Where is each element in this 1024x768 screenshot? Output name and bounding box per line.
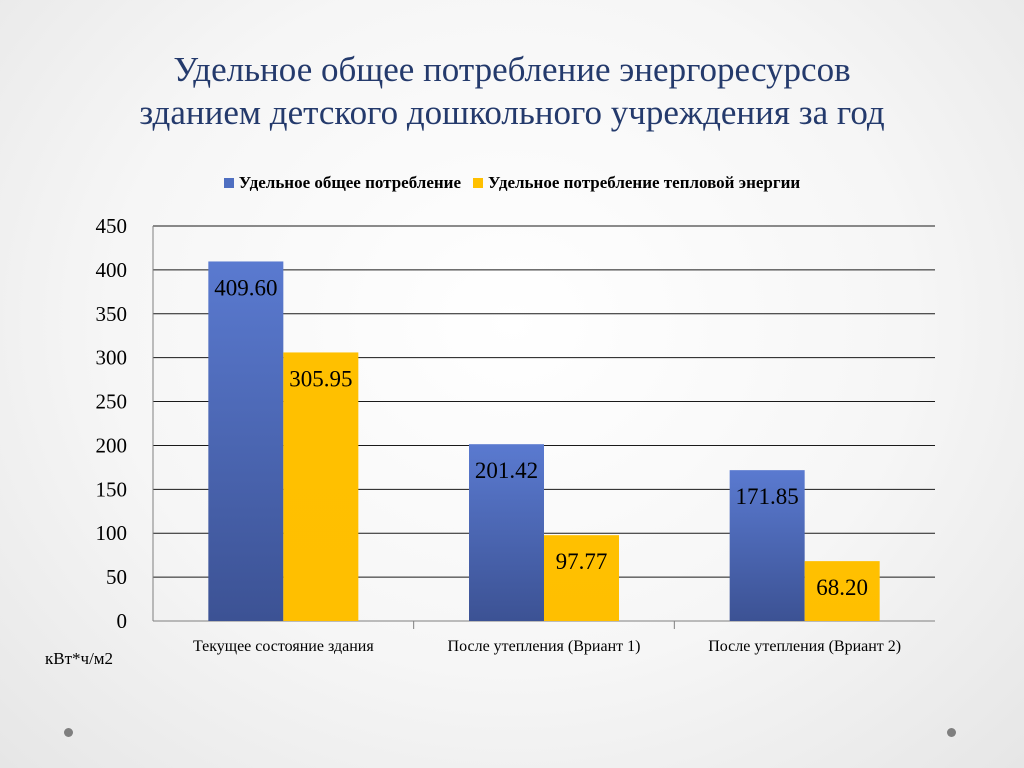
slide-dot-left (64, 728, 73, 737)
x-tick-label: Текущее состояние здания (193, 638, 374, 655)
y-axis-unit-label: кВт*ч/м2 (45, 649, 114, 668)
data-label: 171.85 (736, 484, 799, 509)
y-tick-label: 450 (96, 214, 128, 238)
chart-title-line-1: Удельное общее потребление энергоресурсо… (173, 50, 851, 89)
y-tick-label: 200 (96, 433, 128, 457)
x-tick-label: После утепления (Вриант 2) (708, 638, 901, 655)
data-label: 201.42 (475, 458, 538, 483)
legend-label-series-1: Удельное общее потребление (238, 173, 462, 192)
y-tick-label: 350 (96, 302, 128, 326)
data-label: 68.20 (816, 575, 868, 600)
x-tick-label: После утепления (Вриант 1) (448, 638, 641, 655)
data-label: 305.95 (289, 366, 352, 391)
slide-dot-right (947, 728, 956, 737)
legend-label-series-2: Удельное потребление тепловой энергии (488, 173, 801, 192)
bar-series-1-2 (469, 444, 544, 621)
y-tick-label: 100 (96, 521, 128, 545)
chart-title-line-2: зданием детского дошкольного учреждения … (139, 93, 885, 132)
legend: Удельное общее потребление Удельное потр… (0, 173, 1024, 193)
bar-series-2-3 (804, 561, 880, 621)
data-label: 97.77 (556, 549, 608, 574)
legend-swatch-series-2 (473, 178, 484, 188)
legend-swatch-series-1 (223, 178, 234, 188)
y-tick-label: 150 (96, 477, 128, 501)
legend-item-series-2: Удельное потребление тепловой энергии (473, 173, 800, 193)
bar-series-1-1 (208, 261, 284, 621)
bar-series-1-3 (729, 470, 805, 621)
y-tick-label: 400 (96, 258, 128, 282)
bar-series-2-1 (283, 352, 359, 621)
data-label: 409.60 (214, 275, 277, 300)
y-tick-label: 0 (117, 609, 128, 633)
y-tick-label: 250 (96, 390, 128, 414)
y-tick-label: 50 (106, 565, 127, 589)
y-tick-label: 300 (96, 346, 128, 370)
legend-item-series-1: Удельное общее потребление (223, 173, 462, 193)
chart-title: Удельное общее потребление энергоресурсо… (0, 48, 1024, 134)
bar-series-2-2 (544, 535, 619, 621)
